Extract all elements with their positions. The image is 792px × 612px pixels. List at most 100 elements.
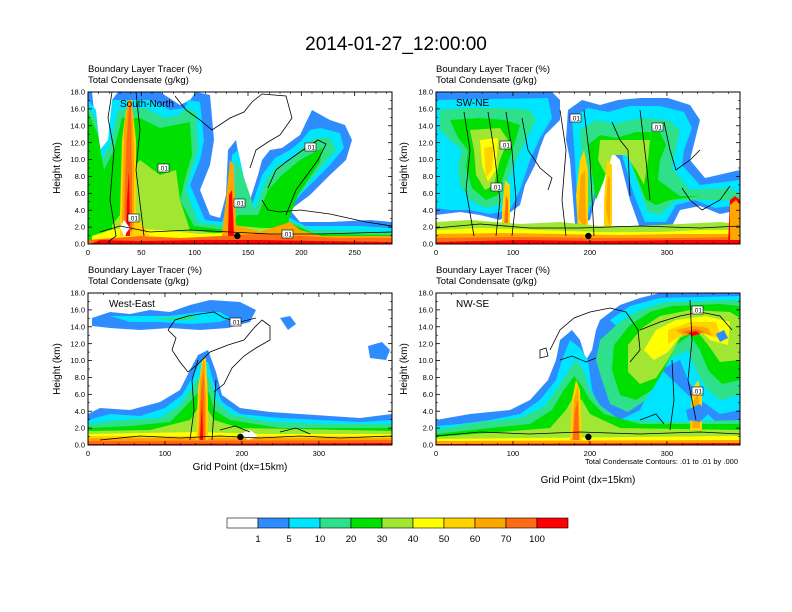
location-marker (234, 232, 241, 240)
y-tick-label: 6.0 (423, 189, 433, 198)
x-tick-label: 200 (236, 449, 249, 458)
panel-header-line2: Total Condensate (g/kg) (436, 276, 537, 287)
y-axis-label: Height (km) (399, 142, 410, 194)
y-tick-label: 12.0 (418, 339, 433, 348)
x-tick-label: 100 (507, 248, 520, 257)
colorbar-swatch (319, 517, 352, 529)
contour-label-box (233, 198, 246, 208)
y-tick-label: 0.0 (423, 441, 433, 450)
axes: 0.0 2.0 4.0 6.0 8.0 10.0 12.0 14.0 16.0 18.0 0 100 2… (418, 88, 740, 257)
colorbar-swatch (257, 517, 290, 529)
x-tick-label: 300 (661, 449, 674, 458)
contour-label-box (229, 317, 242, 327)
y-tick-label: 14.0 (418, 121, 433, 130)
location-marker (585, 433, 592, 441)
contour-label-box (651, 122, 664, 132)
x-tick-label: 200 (295, 248, 308, 257)
axes: 0.0 2.0 4.0 6.0 8.0 10.0 12.0 14.0 16.0 18.0 0 100 2… (70, 289, 392, 458)
contour-label-box (281, 229, 294, 239)
y-tick-label: 6.0 (75, 189, 85, 198)
panel-header-line2: Total Condensate (g/kg) (88, 276, 189, 287)
y-tick-label: 10.0 (418, 155, 433, 164)
panel-header-line1: Boundary Layer Tracer (%) (436, 64, 550, 75)
colorbar-label: 10 (315, 534, 326, 545)
colorbar-swatch (505, 517, 538, 529)
contour-label: .01 (693, 389, 702, 396)
shading-field (436, 293, 740, 445)
y-tick-label: 4.0 (423, 206, 433, 215)
x-tick-label: 0 (434, 248, 438, 257)
x-tick-label: 150 (242, 248, 255, 257)
x-tick-label: 100 (188, 248, 201, 257)
condensate-contours (99, 92, 392, 243)
colorbar-swatch (474, 517, 507, 529)
y-axis-label: Height (km) (52, 343, 63, 395)
colorbar-label: 50 (439, 534, 450, 545)
y-tick-label: 12.0 (70, 339, 85, 348)
contour-label: .01 (501, 143, 510, 150)
panel-south-north: Boundary Layer Tracer (%) Total Condensa… (52, 64, 393, 257)
y-tick-label: 12.0 (418, 138, 433, 147)
y-tick-label: 18.0 (70, 88, 85, 97)
y-tick-label: 2.0 (423, 424, 433, 433)
y-tick-label: 6.0 (423, 390, 433, 399)
axes: 0.0 2.0 4.0 6.0 8.0 10.0 12.0 14.0 16.0 18.0 0 100 2… (418, 289, 740, 458)
panel-label: NW-SE (456, 299, 489, 310)
colorbar-label: 60 (470, 534, 481, 545)
colorbar: 1 5 10 20 30 40 50 60 70 100 (226, 517, 569, 545)
x-tick-label: 250 (348, 248, 361, 257)
colorbar-label: 70 (501, 534, 512, 545)
y-axis-label: Height (km) (399, 343, 410, 395)
y-tick-label: 4.0 (75, 407, 85, 416)
colorbar-swatch (443, 517, 476, 529)
colorbar-swatch (412, 517, 445, 529)
y-tick-label: 8.0 (75, 172, 85, 181)
contour-label: .01 (129, 216, 138, 223)
panel-west-east: Boundary Layer Tracer (%) Total Condensa… (52, 265, 393, 473)
contour-label-box (127, 213, 140, 223)
colorbar-label: 30 (377, 534, 388, 545)
contour-label: .01 (235, 201, 244, 208)
shading-field (88, 92, 392, 244)
contour-label: .01 (283, 232, 292, 239)
contour-label-box (691, 305, 704, 315)
colorbar-label: 40 (408, 534, 419, 545)
colorbar-label: 5 (286, 534, 291, 545)
y-tick-label: 4.0 (75, 206, 85, 215)
contour-label: .01 (159, 166, 168, 173)
x-axis-label: Grid Point (dx=15km) (193, 462, 288, 473)
contour-label: .01 (492, 185, 501, 192)
contour-labels: .01 (229, 317, 242, 327)
y-tick-label: 18.0 (418, 88, 433, 97)
y-tick-label: 14.0 (70, 322, 85, 331)
contour-labels: .01 .01 (691, 305, 704, 396)
x-tick-label: 300 (661, 248, 674, 257)
x-tick-label: 200 (584, 248, 597, 257)
y-tick-label: 10.0 (70, 356, 85, 365)
y-tick-label: 14.0 (418, 322, 433, 331)
y-tick-label: 16.0 (418, 305, 433, 314)
location-marker (585, 232, 592, 240)
colorbar-label: 1 (255, 534, 260, 545)
contour-label-box (691, 386, 704, 396)
contour-label-box (490, 182, 503, 192)
panel-nw-se: Boundary Layer Tracer (%) Total Condensa… (399, 265, 741, 486)
panel-header-line2: Total Condensate (g/kg) (436, 75, 537, 86)
y-tick-label: 18.0 (418, 289, 433, 298)
y-tick-label: 8.0 (423, 373, 433, 382)
panel-sw-ne: Boundary Layer Tracer (%) Total Condensa… (399, 64, 741, 257)
y-tick-label: 12.0 (70, 138, 85, 147)
y-tick-label: 2.0 (423, 223, 433, 232)
x-tick-label: 0 (86, 449, 90, 458)
contour-label-box (499, 140, 512, 150)
y-tick-label: 8.0 (423, 172, 433, 181)
colorbar-swatch (288, 517, 321, 529)
y-axis-label: Height (km) (52, 142, 63, 194)
condensate-contours (436, 299, 740, 437)
y-tick-label: 16.0 (70, 104, 85, 113)
y-tick-label: 6.0 (75, 390, 85, 399)
y-tick-label: 0.0 (423, 240, 433, 249)
contour-label: .01 (693, 308, 702, 315)
x-tick-label: 100 (159, 449, 172, 458)
x-axis-label: Grid Point (dx=15km) (541, 475, 636, 486)
